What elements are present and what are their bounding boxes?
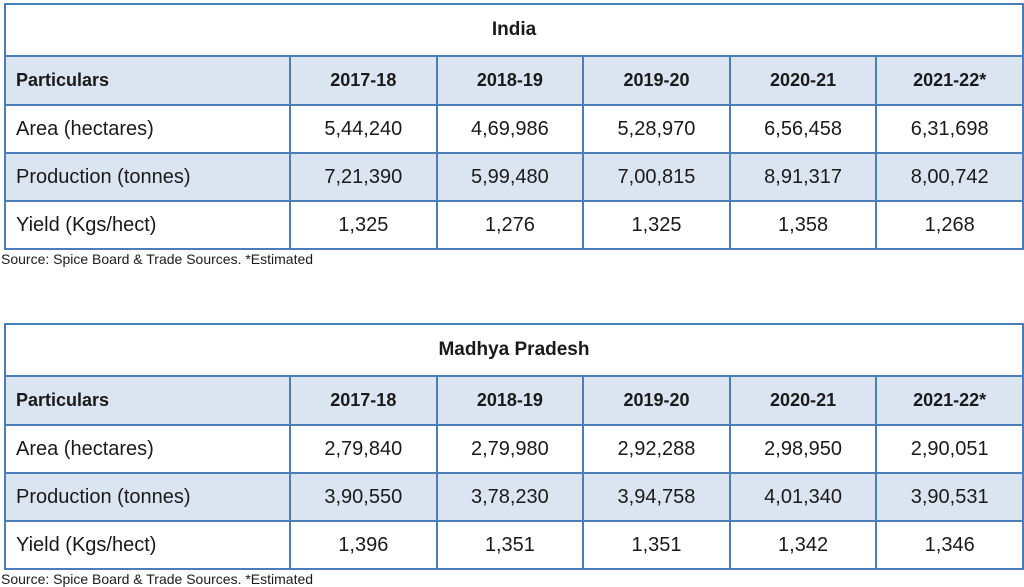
column-header-year: 2018-19 [435,375,585,426]
table-cell: 1,276 [435,200,585,250]
column-header-year: 2018-19 [435,55,585,106]
row-label: Yield (Kgs/hect) [4,200,291,250]
india-table-block: India Particulars 2017-18 2018-19 2019-2… [1,3,1024,267]
table-cell: 6,56,458 [728,104,878,154]
table-cell: 8,00,742 [875,152,1024,202]
table-cell: 3,90,531 [875,472,1024,522]
table-cell: 8,91,317 [728,152,878,202]
table-cell: 6,31,698 [875,104,1024,154]
table-cell: 5,99,480 [435,152,585,202]
table-cell: 7,00,815 [582,152,731,202]
table-cell: 1,351 [582,520,731,570]
table-cell: 1,358 [728,200,878,250]
table-title: Madhya Pradesh [4,323,1024,377]
table-cell: 5,44,240 [289,104,438,154]
table-row: Yield (Kgs/hect) 1,396 1,351 1,351 1,342… [4,520,1024,570]
table-cell: 3,90,550 [289,472,438,522]
row-label: Area (hectares) [4,104,291,154]
table-cell: 2,79,980 [435,424,585,474]
column-header-year: 2020-21 [728,55,878,106]
table-cell: 1,325 [582,200,731,250]
column-header-year: 2019-20 [582,375,731,426]
table-cell: 2,79,840 [289,424,438,474]
source-note: Source: Spice Board & Trade Sources. *Es… [1,251,314,267]
madhya-pradesh-table: Madhya Pradesh Particulars 2017-18 2018-… [4,323,1024,570]
row-label: Production (tonnes) [4,472,291,522]
column-header-year: 2017-18 [289,55,438,106]
table-cell: 1,268 [875,200,1024,250]
table-cell: 1,396 [289,520,438,570]
table-row: Yield (Kgs/hect) 1,325 1,276 1,325 1,358… [4,200,1024,250]
column-header-year: 2020-21 [728,375,878,426]
table-cell: 1,325 [289,200,438,250]
table-cell: 2,90,051 [875,424,1024,474]
table-cell: 1,346 [875,520,1024,570]
column-header-year: 2021-22* [875,375,1024,426]
table-cell: 1,351 [435,520,585,570]
column-header-year: 2021-22* [875,55,1024,106]
column-header-particulars: Particulars [4,375,291,426]
madhya-pradesh-table-block: Madhya Pradesh Particulars 2017-18 2018-… [1,323,1024,587]
table-cell: 3,94,758 [582,472,731,522]
table-row: Production (tonnes) 3,90,550 3,78,230 3,… [4,472,1024,522]
table-cell: 4,69,986 [435,104,585,154]
table-cell: 1,342 [728,520,878,570]
table-cell: 4,01,340 [728,472,878,522]
table-title: India [4,3,1024,57]
column-header-year: 2017-18 [289,375,438,426]
source-note: Source: Spice Board & Trade Sources. *Es… [1,571,314,587]
row-label: Yield (Kgs/hect) [4,520,291,570]
table-row: Area (hectares) 5,44,240 4,69,986 5,28,9… [4,104,1024,154]
india-table: India Particulars 2017-18 2018-19 2019-2… [4,3,1024,250]
table-row: Area (hectares) 2,79,840 2,79,980 2,92,2… [4,424,1024,474]
table-cell: 7,21,390 [289,152,438,202]
row-label: Production (tonnes) [4,152,291,202]
row-label: Area (hectares) [4,424,291,474]
table-cell: 3,78,230 [435,472,585,522]
column-header-particulars: Particulars [4,55,291,106]
column-header-year: 2019-20 [582,55,731,106]
table-cell: 5,28,970 [582,104,731,154]
table-row: Production (tonnes) 7,21,390 5,99,480 7,… [4,152,1024,202]
table-cell: 2,98,950 [728,424,878,474]
table-cell: 2,92,288 [582,424,731,474]
